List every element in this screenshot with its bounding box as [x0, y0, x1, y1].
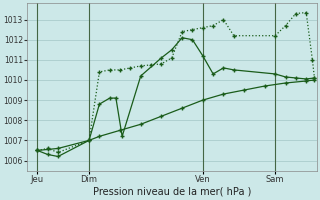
X-axis label: Pression niveau de la mer( hPa ): Pression niveau de la mer( hPa )	[92, 187, 251, 197]
